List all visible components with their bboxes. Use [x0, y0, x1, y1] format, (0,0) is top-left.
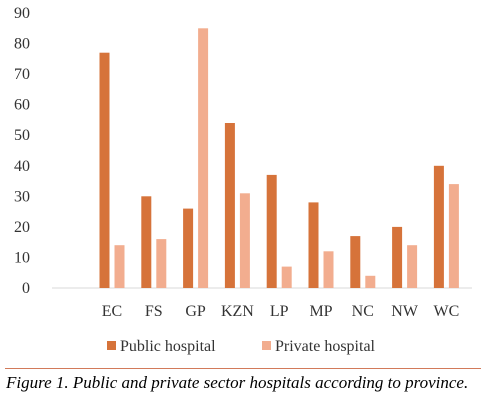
legend-label: Private hospital	[275, 338, 376, 355]
y-tick-label: 90	[14, 5, 30, 22]
bar-nw-private	[407, 245, 418, 288]
bar-lp-public	[266, 174, 277, 288]
y-tick-label: 60	[14, 97, 30, 114]
x-tick-label: WC	[434, 303, 460, 320]
bar-fs-private	[156, 239, 167, 288]
bar-gp-public	[183, 208, 194, 288]
bar-kzn-public	[224, 123, 235, 288]
x-tick-label: FS	[145, 303, 163, 320]
y-tick-label: 70	[14, 66, 30, 83]
y-axis: 0 10 20 30 40 50 60 70 80 90	[14, 5, 30, 297]
bar-kzn-private	[239, 193, 250, 288]
x-tick-label: EC	[102, 303, 122, 320]
figure-caption: Figure 1. Public and private sector hosp…	[6, 373, 469, 392]
y-tick-label: 80	[14, 36, 30, 53]
y-tick-label: 50	[14, 127, 30, 144]
bar-mp-private	[323, 251, 334, 288]
legend: Public hospital Private hospital	[107, 338, 376, 355]
x-axis: EC FS GP KZN LP MP NC NW WC	[102, 303, 460, 320]
y-tick-label: 30	[14, 188, 30, 205]
y-tick-label: 40	[14, 158, 30, 175]
bar-wc-private	[448, 184, 459, 288]
caption-rule	[5, 368, 481, 369]
x-tick-label: LP	[270, 303, 289, 320]
bar-mp-public	[308, 202, 319, 288]
bars	[99, 28, 459, 289]
x-tick-label: NC	[352, 303, 374, 320]
bar-wc-public	[433, 165, 444, 288]
y-tick-label: 10	[14, 249, 30, 266]
bar-ec-private	[114, 245, 125, 288]
y-tick-label: 0	[22, 280, 30, 297]
x-tick-label: GP	[185, 303, 206, 320]
bar-nw-public	[392, 226, 403, 288]
bar-lp-private	[281, 266, 292, 288]
x-tick-label: MP	[309, 303, 332, 320]
bar-gp-private	[198, 28, 209, 289]
x-tick-label: NW	[391, 303, 419, 320]
x-tick-label: KZN	[221, 303, 254, 320]
legend-swatch	[262, 341, 271, 350]
bar-nc-private	[365, 275, 376, 288]
bar-ec-public	[99, 52, 110, 289]
bar-nc-public	[350, 236, 361, 288]
y-tick-label: 20	[14, 219, 30, 236]
bar-fs-public	[141, 196, 152, 288]
legend-swatch	[107, 341, 116, 350]
legend-label: Public hospital	[120, 338, 216, 355]
